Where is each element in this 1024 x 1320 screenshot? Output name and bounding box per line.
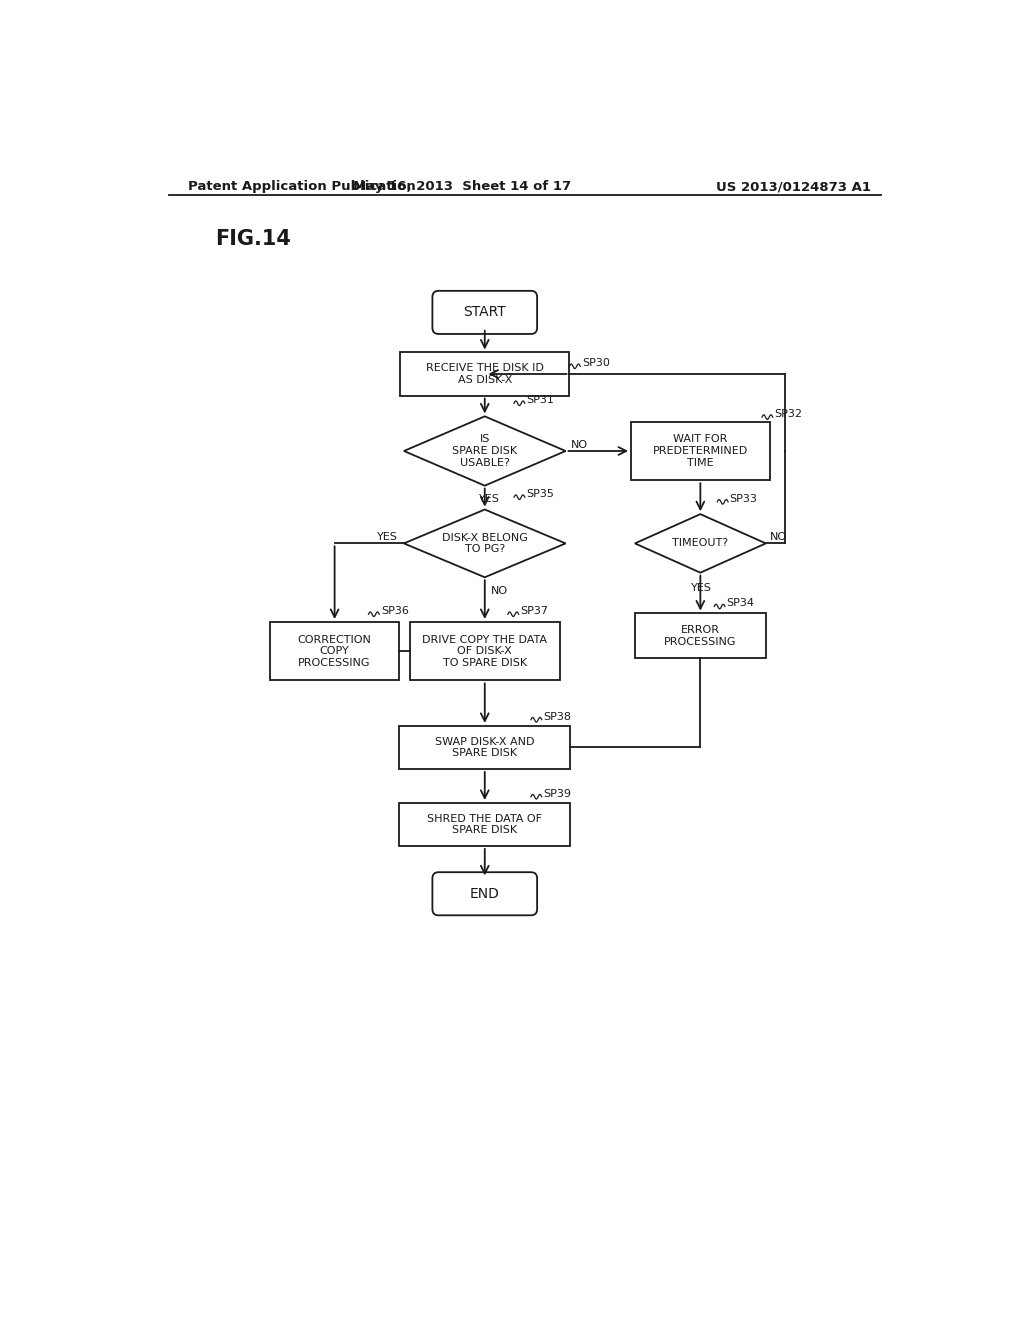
Text: NO: NO xyxy=(770,532,786,543)
Text: SP37: SP37 xyxy=(520,606,548,616)
Polygon shape xyxy=(635,515,766,573)
Text: NO: NO xyxy=(490,586,508,597)
Text: YES: YES xyxy=(478,494,500,504)
Text: Patent Application Publication: Patent Application Publication xyxy=(188,181,416,194)
Text: END: END xyxy=(470,887,500,900)
Bar xyxy=(400,352,569,396)
Text: CORRECTION
COPY
PROCESSING: CORRECTION COPY PROCESSING xyxy=(298,635,372,668)
Text: NO: NO xyxy=(571,440,588,450)
FancyBboxPatch shape xyxy=(432,873,538,915)
FancyBboxPatch shape xyxy=(432,290,538,334)
Text: SP35: SP35 xyxy=(526,490,554,499)
Text: YES: YES xyxy=(691,583,712,593)
Text: US 2013/0124873 A1: US 2013/0124873 A1 xyxy=(716,181,870,194)
Text: SP36: SP36 xyxy=(381,606,409,616)
Bar xyxy=(410,622,560,681)
Bar xyxy=(270,622,399,681)
Bar xyxy=(631,422,770,480)
Text: IS
SPARE DISK
USABLE?: IS SPARE DISK USABLE? xyxy=(453,434,517,467)
Text: May 16, 2013  Sheet 14 of 17: May 16, 2013 Sheet 14 of 17 xyxy=(352,181,570,194)
Text: SWAP DISK-X AND
SPARE DISK: SWAP DISK-X AND SPARE DISK xyxy=(435,737,535,758)
Text: SP34: SP34 xyxy=(727,598,755,609)
Text: SP31: SP31 xyxy=(526,395,554,405)
Text: SHRED THE DATA OF
SPARE DISK: SHRED THE DATA OF SPARE DISK xyxy=(427,813,543,836)
Text: DISK-X BELONG
TO PG?: DISK-X BELONG TO PG? xyxy=(441,532,527,554)
Text: SP30: SP30 xyxy=(582,358,609,368)
Text: START: START xyxy=(464,305,506,319)
Text: SP33: SP33 xyxy=(730,494,758,504)
Text: SP38: SP38 xyxy=(544,711,571,722)
Bar xyxy=(399,803,570,846)
Text: RECEIVE THE DISK ID
AS DISK-X: RECEIVE THE DISK ID AS DISK-X xyxy=(426,363,544,385)
Polygon shape xyxy=(403,416,565,486)
Text: DRIVE COPY THE DATA
OF DISK-X
TO SPARE DISK: DRIVE COPY THE DATA OF DISK-X TO SPARE D… xyxy=(422,635,547,668)
Text: TIMEOUT?: TIMEOUT? xyxy=(673,539,728,548)
Text: SP32: SP32 xyxy=(774,409,802,418)
Text: SP39: SP39 xyxy=(544,788,571,799)
Text: ERROR
PROCESSING: ERROR PROCESSING xyxy=(665,624,736,647)
Polygon shape xyxy=(403,510,565,577)
Text: WAIT FOR
PREDETERMINED
TIME: WAIT FOR PREDETERMINED TIME xyxy=(652,434,748,467)
Bar xyxy=(399,726,570,770)
Text: FIG.14: FIG.14 xyxy=(215,230,291,249)
Text: YES: YES xyxy=(377,532,398,543)
Bar xyxy=(635,614,766,659)
